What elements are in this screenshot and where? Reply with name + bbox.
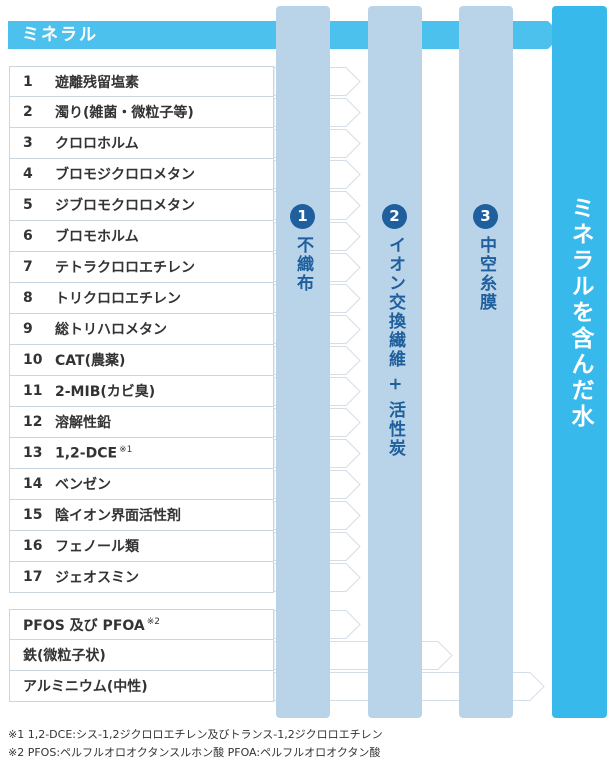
list-item: 10 CAT(農薬) — [9, 345, 274, 376]
item-number: 9 — [23, 321, 33, 337]
filter-number-2: 2 — [382, 204, 407, 229]
item-number: 4 — [23, 166, 33, 182]
item-name: ブロモホルム — [55, 226, 139, 246]
item-name: ジブロモクロロメタン — [55, 195, 195, 215]
item-number: 17 — [23, 569, 43, 585]
filter-column-3: 3 中空糸膜 — [459, 6, 513, 718]
item-name-text: CAT(農薬) — [55, 353, 126, 369]
item-name: 鉄(微粒子状) — [10, 645, 106, 665]
list-item: アルミニウム(中性) — [9, 671, 274, 702]
filter-number-3: 3 — [473, 204, 498, 229]
item-number: 12 — [23, 414, 43, 430]
item-number: 16 — [23, 538, 43, 554]
filter-label-1: 不織布 — [293, 236, 313, 293]
filter-label-2: イオン交換繊維 + 活性炭 — [385, 236, 405, 459]
item-name-text: フェノール類 — [55, 539, 139, 555]
item-name: ジェオスミン — [55, 567, 139, 587]
item-name: フェノール類 — [55, 536, 139, 556]
item-number: 2 — [23, 104, 33, 120]
item-name: 濁り(雑菌・微粒子等) — [55, 102, 194, 122]
item-number: 11 — [23, 383, 43, 399]
list-item: 3 クロロホルム — [9, 128, 274, 159]
list-item: 14 ベンゼン — [9, 469, 274, 500]
item-name: 2-MIB(カビ臭) — [55, 381, 155, 401]
item-footnote-mark: ※2 — [146, 616, 161, 627]
item-number: 1 — [23, 73, 33, 90]
list-item: 5 ジブロモクロロメタン — [9, 190, 274, 221]
item-name-text: ブロモジクロロメタン — [55, 167, 195, 183]
contaminant-list: 1 遊離残留塩素 2 濁り(雑菌・微粒子等) 3 クロロホルム 4 ブロモジクロロメタン 5 ジブ… — [9, 66, 274, 593]
item-name-text: 溶解性鉛 — [55, 415, 111, 431]
item-name-text: 鉄(微粒子状) — [23, 648, 106, 664]
item-number: 15 — [23, 507, 43, 523]
item-name: 陰イオン界面活性剤 — [55, 505, 181, 525]
list-item: 鉄(微粒子状) — [9, 640, 274, 671]
item-number: 6 — [23, 228, 33, 244]
result-label: ミネラルを含んだ水 — [567, 196, 593, 430]
item-name-text: 陰イオン界面活性剤 — [55, 508, 181, 524]
item-number: 7 — [23, 259, 33, 275]
list-item: 12 溶解性鉛 — [9, 407, 274, 438]
item-name-text: 2-MIB(カビ臭) — [55, 384, 156, 400]
item-name: テトラクロロエチレン — [55, 257, 195, 277]
mineral-label: ミネラル — [22, 25, 98, 45]
filter-number-1: 1 — [290, 204, 315, 229]
list-item: 4 ブロモジクロロメタン — [9, 159, 274, 190]
list-item: 7 テトラクロロエチレン — [9, 252, 274, 283]
item-name-text: 濁り(雑菌・微粒子等) — [55, 105, 194, 121]
item-number: 13 — [23, 445, 43, 461]
list-item: 11 2-MIB(カビ臭) — [9, 376, 274, 407]
item-name: トリクロロエチレン — [55, 288, 181, 308]
item-footnote-mark: ※1 — [119, 444, 133, 455]
item-name-text: 1,2-DCE — [55, 445, 118, 462]
list-item: 9 総トリハロメタン — [9, 314, 274, 345]
list-item: 1 遊離残留塩素 — [9, 66, 274, 97]
footnotes: ※1 1,2-DCE:シス-1,2ジクロロエチレン及びトランス-1,2ジクロロエ… — [8, 726, 383, 762]
item-name: ベンゼン — [55, 474, 111, 494]
item-name: クロロホルム — [55, 133, 139, 153]
list-item: PFOS 及び PFOA ※2 — [9, 609, 274, 640]
item-name-text: ベンゼン — [55, 477, 111, 493]
footnote-1: ※1 1,2-DCE:シス-1,2ジクロロエチレン及びトランス-1,2ジクロロエ… — [8, 728, 383, 741]
list-item: 8 トリクロロエチレン — [9, 283, 274, 314]
item-name: ブロモジクロロメタン — [55, 164, 195, 184]
item-name-text: クロロホルム — [55, 136, 139, 152]
item-name-text: トリクロロエチレン — [55, 291, 181, 307]
list-item: 2 濁り(雑菌・微粒子等) — [9, 97, 274, 128]
item-name: 溶解性鉛 — [55, 412, 111, 432]
item-name-text: ブロモホルム — [55, 229, 139, 245]
item-name-text: テトラクロロエチレン — [55, 260, 195, 276]
extra-contaminant-list: PFOS 及び PFOA ※2 鉄(微粒子状) アルミニウム(中性) — [9, 609, 274, 702]
item-name-text: 総トリハロメタン — [55, 322, 167, 338]
item-name: CAT(農薬) — [55, 350, 125, 370]
list-item: 17 ジェオスミン — [9, 562, 274, 593]
item-name: 総トリハロメタン — [55, 319, 167, 339]
item-name: PFOS 及び PFOA ※2 — [10, 615, 160, 635]
result-column: ミネラルを含んだ水 — [552, 6, 607, 718]
filter-column-2: 2 イオン交換繊維 + 活性炭 — [368, 6, 422, 718]
list-item: 15 陰イオン界面活性剤 — [9, 500, 274, 531]
item-number: 3 — [23, 135, 33, 151]
item-name-text: 遊離残留塩素 — [55, 74, 139, 91]
item-number: 14 — [23, 476, 43, 492]
filter-label-3: 中空糸膜 — [476, 236, 496, 312]
item-name-text: ジブロモクロロメタン — [55, 198, 195, 214]
list-item: 16 フェノール類 — [9, 531, 274, 562]
item-number: 5 — [23, 197, 33, 213]
item-name: 1,2-DCE ※1 — [55, 445, 132, 462]
item-name-text: アルミニウム(中性) — [23, 679, 148, 695]
list-item: 6 ブロモホルム — [9, 221, 274, 252]
item-number: 10 — [23, 352, 43, 368]
item-name-text: ジェオスミン — [55, 570, 139, 586]
item-number: 8 — [23, 290, 33, 306]
item-name: アルミニウム(中性) — [10, 676, 148, 696]
item-name: 遊離残留塩素 — [55, 72, 139, 92]
list-item: 13 1,2-DCE ※1 — [9, 438, 274, 469]
filter-column-1: 1 不織布 — [276, 6, 330, 718]
footnote-2: ※2 PFOS:ペルフルオロオクタンスルホン酸 PFOA:ペルフルオロオクタン酸 — [8, 746, 381, 759]
item-name-text: PFOS 及び PFOA — [23, 617, 145, 634]
